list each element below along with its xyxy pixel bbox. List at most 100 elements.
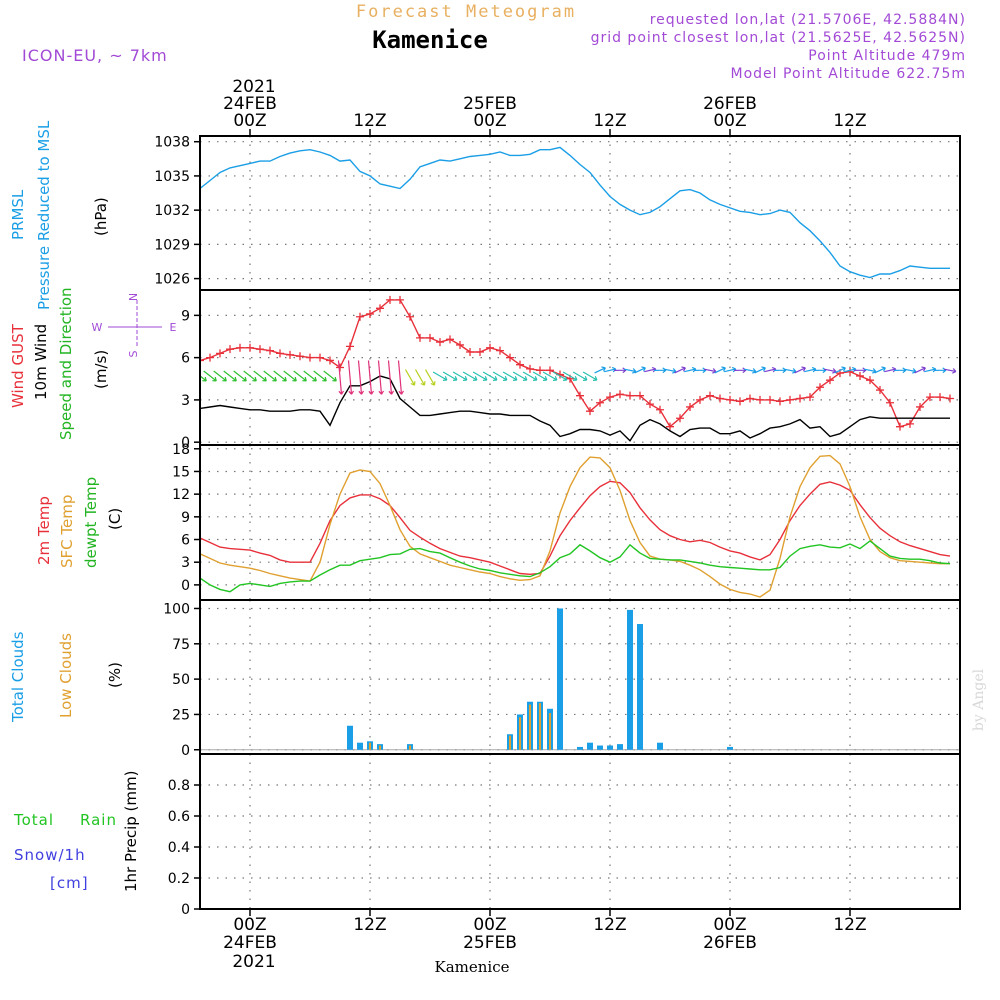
cloud-label-2: Low Clouds: [57, 633, 75, 718]
y-tick-label: 9: [181, 308, 190, 324]
precip-unit: 1hr Precip (mm): [122, 771, 140, 892]
gust-point: [576, 391, 584, 400]
wind-arrow: [253, 370, 267, 382]
wind-arrow: [442, 371, 458, 381]
gust-point: [226, 345, 234, 354]
wind-arrow: [714, 366, 726, 374]
temp-labels: 2m Temp SFC Temp dewpt Temp (C): [35, 477, 124, 568]
wind-arrow: [754, 366, 766, 374]
gust-point: [766, 395, 774, 404]
y-tick-label: 75: [172, 637, 190, 653]
top-hour-label: 12Z: [833, 111, 866, 131]
gust-point: [786, 395, 794, 404]
plot-wind: [200, 295, 957, 442]
total-cloud-bar: [637, 624, 643, 750]
wind-arrow: [233, 370, 247, 382]
y-tick-label: 1032: [154, 203, 190, 219]
gust-point: [696, 395, 704, 404]
series-prmsl: [200, 146, 950, 279]
header-subtitle: Forecast Meteogram: [356, 2, 576, 22]
low-cloud-bar: [549, 713, 551, 750]
panel-frame: [199, 753, 961, 910]
precip-label-snow: Snow/1h: [14, 846, 86, 864]
gust-point: [296, 352, 304, 361]
wind-arrow: [604, 366, 617, 373]
wind-arrow: [357, 360, 365, 395]
wind-arrow: [874, 366, 886, 374]
gust-point: [416, 333, 424, 342]
precip-labels: Total Rain Snow/1h [cm] 1hr Precip (mm): [13, 771, 140, 892]
y-tick-label: 0.8: [168, 778, 190, 794]
top-year-label: 2021: [232, 77, 275, 97]
total-cloud-bar: [347, 725, 353, 750]
wind-arrow: [644, 366, 657, 373]
panel-frame: [199, 289, 961, 446]
wind-arrow: [404, 369, 416, 386]
gust-point: [886, 398, 894, 407]
y-tick-label: 0: [181, 435, 190, 451]
y-tick-label: 50: [172, 672, 190, 688]
total-cloud-bar: [357, 742, 363, 750]
top-date-label: 24FEB: [223, 94, 277, 114]
gust-point: [516, 360, 524, 369]
gust-point: [286, 350, 294, 359]
cloud-unit: (%): [106, 662, 124, 688]
gust-point: [200, 356, 204, 365]
gust-point: [906, 419, 914, 428]
wind-arrow: [804, 366, 817, 373]
wind-arrow: [663, 368, 677, 374]
panel-wind: 0 3 6 9: [181, 289, 961, 451]
wind-arrow: [263, 370, 277, 382]
gust-point: [436, 338, 444, 347]
wind-arrow: [522, 371, 538, 381]
plot-clouds: [200, 608, 960, 751]
wind-arrow: [424, 369, 436, 386]
wind-arrow: [634, 366, 646, 374]
low-cloud-bar: [509, 735, 511, 750]
wind-arrow: [623, 368, 637, 374]
top-hour-label: 12Z: [593, 111, 626, 131]
gust-point: [406, 312, 414, 321]
cloud-labels: Total Clouds Low Clouds (%): [9, 631, 124, 723]
panel-frame: [199, 135, 961, 291]
bottom-hour-label: 12Z: [833, 915, 866, 935]
wind-arrow: [863, 368, 877, 374]
gust-point: [426, 333, 434, 342]
gust-point: [496, 346, 504, 355]
low-cloud-bar: [379, 745, 381, 750]
wind-arrow: [834, 366, 846, 374]
y-tick-label: 0.6: [168, 809, 190, 825]
wind-arrow: [293, 370, 307, 382]
gust-point: [546, 366, 554, 375]
bottom-date-label: 25FEB: [463, 933, 517, 953]
footer-location: Kamenice: [435, 958, 510, 976]
gust-point: [346, 342, 354, 351]
gust-point: [776, 397, 784, 406]
top-hour-label: 00Z: [233, 111, 266, 131]
credit-watermark: by Angel: [971, 668, 987, 731]
wind-arrow: [313, 370, 327, 382]
bottom-date-label: 24FEB: [223, 933, 277, 953]
gust-point: [376, 304, 384, 313]
wind-arrow: [200, 375, 207, 382]
low-cloud-bar: [529, 704, 531, 750]
wind-arrow: [743, 368, 757, 374]
wind-arrow: [337, 360, 345, 395]
wind-arrow: [562, 371, 578, 381]
y-tick-label: 1026: [154, 272, 190, 288]
gust-point: [306, 353, 314, 362]
bottom-hour-label: 12Z: [353, 915, 386, 935]
pressure-unit: (hPa): [92, 197, 110, 236]
gust-point: [826, 376, 834, 385]
wind-arrow: [203, 370, 217, 382]
panel-precipitation: 0 0.2 0.4 0.6 0.8: [168, 753, 961, 918]
y-tick-label: 1029: [154, 237, 190, 253]
top-date-label: 25FEB: [463, 94, 517, 114]
wind-arrow: [377, 360, 385, 395]
wind-arrow: [323, 370, 337, 382]
series-wind-gust: [200, 299, 951, 428]
wind-arrow: [502, 371, 518, 381]
gust-point: [866, 376, 874, 385]
